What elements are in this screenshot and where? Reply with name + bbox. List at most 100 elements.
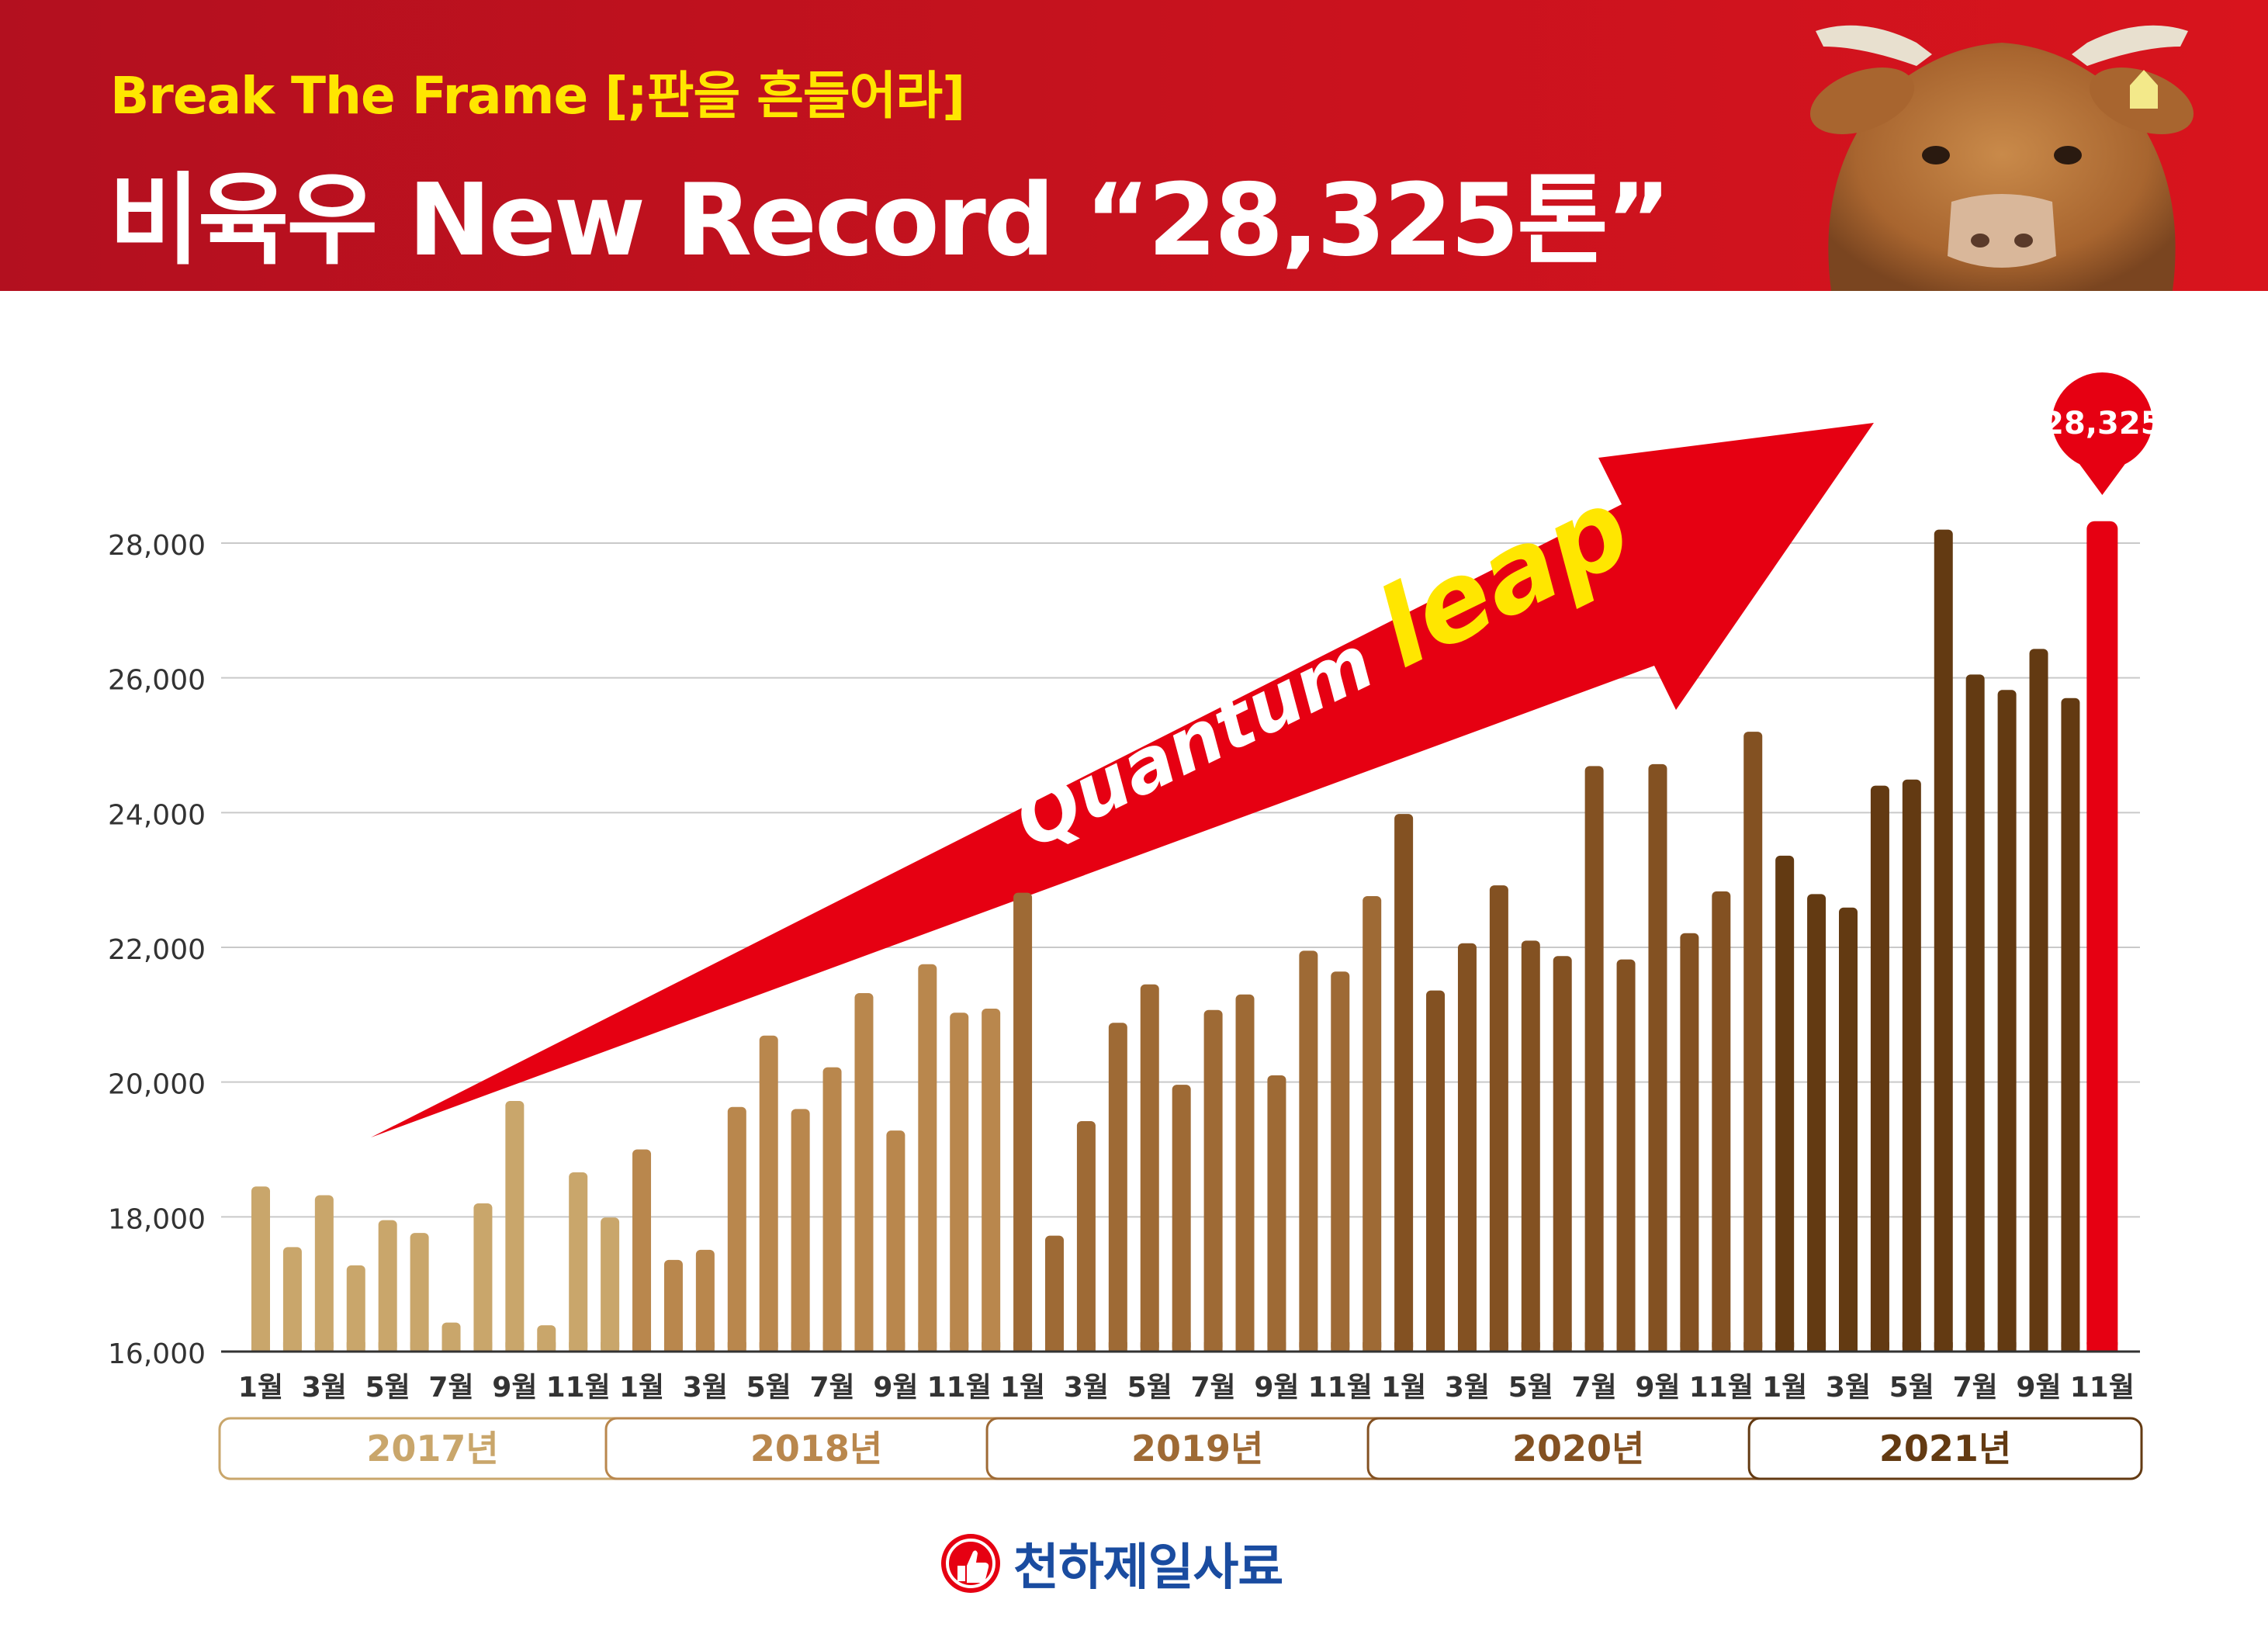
- bar-base: [918, 1342, 937, 1352]
- bar: [1426, 990, 1446, 1352]
- bar: [346, 1265, 365, 1352]
- x-tick-label: 7월: [809, 1372, 854, 1404]
- x-tick-label: 11월: [546, 1372, 611, 1404]
- bar: [1553, 956, 1572, 1352]
- bar: [2061, 698, 2080, 1352]
- x-tick-label: 7월: [1572, 1372, 1617, 1404]
- bar-base: [1172, 1342, 1191, 1352]
- bar-base: [1108, 1342, 1127, 1352]
- bar-base: [410, 1342, 429, 1352]
- bar-base: [950, 1342, 969, 1352]
- bar-base: [982, 1342, 1001, 1352]
- bar-base: [695, 1342, 715, 1352]
- bar-base: [2061, 1342, 2080, 1352]
- bar-base: [601, 1342, 620, 1352]
- bar-base: [1203, 1342, 1223, 1352]
- x-tick-label: 11월: [1689, 1372, 1754, 1404]
- bar-base: [1934, 1342, 1953, 1352]
- bar: [314, 1195, 334, 1352]
- bar: [1489, 885, 1508, 1352]
- bar: [950, 1013, 969, 1352]
- x-tick-label: 5월: [1889, 1372, 1934, 1404]
- x-tick-label: 11월: [2070, 1372, 2135, 1404]
- bar-base: [1839, 1342, 1858, 1352]
- bar: [727, 1106, 746, 1352]
- bar-base: [1997, 1342, 2017, 1352]
- x-tick-label: 5월: [1508, 1372, 1553, 1404]
- x-tick-label: 3월: [302, 1372, 347, 1404]
- y-tick-label: 28,000: [108, 530, 206, 562]
- y-tick-label: 16,000: [108, 1338, 206, 1370]
- bar: [918, 964, 937, 1352]
- bar-base: [1775, 1342, 1795, 1352]
- bar-base: [632, 1342, 652, 1352]
- bar: [410, 1233, 429, 1352]
- bar: [378, 1220, 397, 1352]
- x-tick-label: 5월: [746, 1372, 791, 1404]
- bar-chart: 16,000 18,000 20,000 22,000 24,000 26,000 28,0…: [108, 372, 2162, 1480]
- y-tick-label: 20,000: [108, 1069, 206, 1101]
- bar-base: [2029, 1342, 2048, 1352]
- bar-base: [886, 1342, 905, 1352]
- bar-base: [537, 1342, 556, 1352]
- bar: [505, 1100, 525, 1352]
- peak-callout: 28,325: [2042, 372, 2162, 495]
- arrow-icon: [371, 423, 1874, 1137]
- bar: [1172, 1085, 1191, 1352]
- brand-footer: 천하제일사료: [939, 1528, 1283, 1598]
- year-group-label: 2021년: [1879, 1428, 2011, 1469]
- bar: [1045, 1235, 1064, 1352]
- bar-base: [1902, 1342, 1921, 1352]
- bar: [1680, 933, 1699, 1352]
- bar: [982, 1009, 1001, 1352]
- bar: [1648, 763, 1667, 1352]
- callout-value: 28,325: [2042, 406, 2162, 441]
- bar: [601, 1217, 620, 1352]
- bar: [473, 1203, 493, 1352]
- x-tick-label: 3월: [683, 1372, 728, 1404]
- y-tick-label: 18,000: [108, 1203, 206, 1235]
- bar: [695, 1249, 715, 1352]
- x-tick-label: 1월: [1000, 1372, 1045, 1404]
- bar-base: [1521, 1342, 1540, 1352]
- bar: [1616, 959, 1636, 1352]
- y-tick-label: 22,000: [108, 934, 206, 966]
- bar-base: [663, 1342, 683, 1352]
- bar-base: [473, 1342, 493, 1352]
- bar-base: [505, 1342, 525, 1352]
- bar: [791, 1109, 810, 1352]
- x-tick-label: 3월: [1826, 1372, 1871, 1404]
- x-tick-label: 9월: [2016, 1372, 2061, 1404]
- bar-base: [1267, 1342, 1286, 1352]
- bar: [1331, 971, 1350, 1352]
- bar-base: [1331, 1342, 1350, 1352]
- x-axis-month-labels: 1월 3월 5월 7월 9월 11월 1월 3월 5월 7월 9월 11월 1월 3월 5월 7월 9월 11월 1…: [238, 1372, 2135, 1404]
- year-group-box: [1747, 1417, 2143, 1480]
- bar-base: [1680, 1342, 1699, 1352]
- bar-base: [1616, 1342, 1636, 1352]
- bar: [1997, 690, 2017, 1352]
- x-tick-label: 9월: [1635, 1372, 1680, 1404]
- bar-base: [346, 1342, 365, 1352]
- bar: [1807, 894, 1827, 1352]
- header-subtitle: Break The Frame [;판을 흔들어라]: [110, 66, 965, 126]
- bar-base: [1743, 1342, 1763, 1352]
- bar: [1965, 674, 1985, 1352]
- bar: [1902, 779, 1921, 1352]
- bar-base: [1426, 1342, 1446, 1352]
- bar-base: [759, 1342, 778, 1352]
- year-groups: 2017년 2018년 2019년 2020년 2021년: [218, 1417, 2143, 1480]
- bar-base: [1363, 1342, 1382, 1352]
- x-tick-label: 9월: [492, 1372, 537, 1404]
- bar-base: [1965, 1342, 1985, 1352]
- bar: [1743, 732, 1763, 1352]
- bar: [2029, 649, 2048, 1352]
- x-tick-label: 1월: [619, 1372, 664, 1404]
- bar-base: [378, 1342, 397, 1352]
- x-tick-label: 3월: [1445, 1372, 1490, 1404]
- bar-base: [1457, 1342, 1477, 1352]
- x-tick-label: 1월: [1381, 1372, 1426, 1404]
- year-group-label: 2018년: [750, 1428, 882, 1469]
- bar: [569, 1172, 588, 1352]
- bar: [251, 1186, 270, 1352]
